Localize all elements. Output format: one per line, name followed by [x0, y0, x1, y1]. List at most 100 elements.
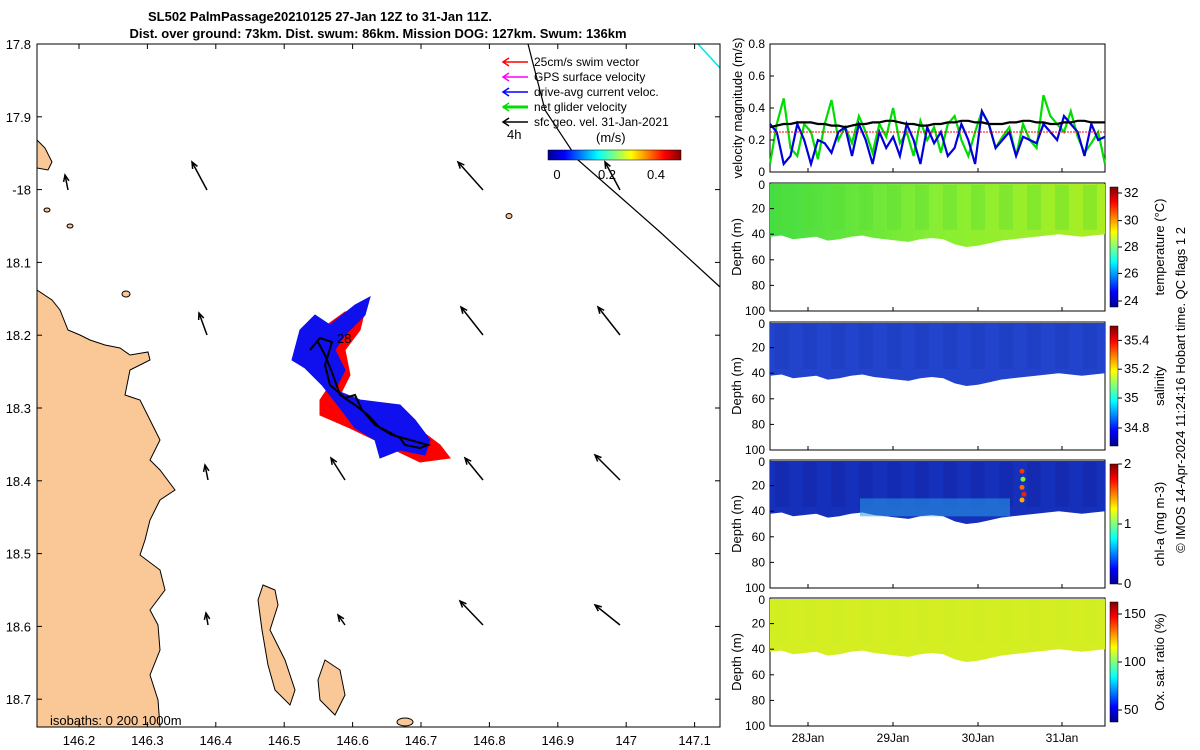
island-3 [317, 659, 346, 716]
profile-ytick-label: 20 [752, 617, 766, 631]
profile-texture [803, 324, 817, 369]
map-ytick-label: 18.3 [6, 401, 31, 416]
profile-ytick-label: 20 [752, 479, 766, 493]
profile-ylabel: Depth (m) [729, 357, 744, 415]
profile-colorbar-label: 35.2 [1124, 361, 1149, 376]
profile-texture [887, 462, 901, 507]
profile-texture [971, 324, 985, 369]
velocity-arrow [463, 456, 484, 481]
current-velocity-fan [291, 296, 431, 459]
profile-colorbar-label: 50 [1124, 702, 1138, 717]
map-ytick-label: 17.8 [6, 37, 31, 52]
map-colorbar-tick-0: 0 [553, 167, 560, 182]
profile-texture [775, 324, 789, 369]
profile-colorbar [1109, 186, 1119, 308]
velocity-arrow [336, 613, 346, 626]
profile-ytick-label: 80 [752, 555, 766, 569]
profile-texture [831, 185, 845, 230]
profile-texture [859, 185, 873, 230]
legend-label: sfc geo. vel. 31-Jan-2021 [534, 115, 669, 129]
legend-entry: 25cm/s swim vector [501, 55, 639, 69]
profile-ylabel: Depth (m) [729, 633, 744, 691]
profile-ytick-zero: 0 [758, 593, 765, 607]
profile-cbar-title: chl-a (mg m-3) [1152, 482, 1167, 567]
profile-ytick-label: 40 [752, 504, 766, 518]
profile-panel-1: 20 40 60 80 100 0 Depth (m) 24 26 28 30 32 temperatu… [729, 178, 1167, 318]
profile-texture [775, 600, 789, 645]
cyan-feature [697, 44, 720, 69]
velocity-arrow [197, 311, 208, 336]
colorbar-title: (m/s) [596, 130, 626, 145]
map-ytick-label: 18.7 [6, 692, 31, 707]
velocity-frame [769, 43, 1106, 173]
profile-data-region [770, 599, 1105, 662]
profile-texture [915, 462, 929, 507]
title-line-1: SL502 PalmPassage20210125 27-Jan 12Z to … [148, 9, 492, 24]
velocity-panel: 0 0.2 0.4 0.6 0.8 velocity magnitude (m/s) [730, 37, 1107, 179]
profile-texture [775, 462, 789, 507]
profile-ytick-label: 20 [752, 341, 766, 355]
map-colorbar-tick-1: 0.2 [598, 167, 616, 182]
profile-ytick-label: 100 [745, 304, 765, 318]
profile-ytick-label: 20 [752, 202, 766, 216]
profile-texture [1083, 324, 1097, 369]
profile-texture [831, 600, 845, 645]
profile-colorbar-label: 2 [1124, 456, 1131, 471]
island-2 [257, 584, 296, 706]
profile-ylabel: Depth (m) [729, 495, 744, 553]
profile-ylabel: Depth (m) [729, 218, 744, 276]
profile-ytick-label: 100 [745, 719, 765, 733]
chla-high-point [1019, 468, 1025, 474]
profile-texture [1083, 600, 1097, 645]
profile-colorbar-label: 30 [1124, 213, 1138, 228]
profile-colorbar [1109, 463, 1119, 585]
profile-colorbar-label: 100 [1124, 654, 1146, 669]
profile-data-region [770, 184, 1105, 247]
surface-velocity-arrows [62, 160, 621, 626]
profile-texture [999, 600, 1013, 645]
profile-ytick-zero: 0 [758, 317, 765, 331]
profile-ytick-label: 80 [752, 693, 766, 707]
profile-ytick-label: 100 [745, 443, 765, 457]
velocity-arrow [593, 603, 621, 626]
profile-colorbar-label: 28 [1124, 239, 1138, 254]
map-content: 28 [37, 44, 720, 727]
profile-texture [803, 185, 817, 230]
legend-entry: net glider velocity [501, 100, 627, 114]
profile-texture [1055, 324, 1069, 369]
profile-texture [887, 185, 901, 230]
profile-colorbar-label: 26 [1124, 265, 1138, 280]
map-ytick-label: 18.2 [6, 328, 31, 343]
profile-texture [887, 324, 901, 369]
profile-texture [1055, 600, 1069, 645]
profile-texture [1027, 185, 1041, 230]
velocity-arrow [604, 160, 621, 191]
map-xtick-label: 146.3 [131, 733, 164, 748]
profile-ytick-label: 60 [752, 530, 766, 544]
profile-texture [999, 185, 1013, 230]
profile-ytick-zero: 0 [758, 455, 765, 469]
legend-label: net glider velocity [534, 100, 627, 114]
profile-texture [1055, 462, 1069, 507]
profile-data-region [770, 323, 1105, 386]
map-xtick-label: 146.4 [200, 733, 233, 748]
legend-label: drive-avg current veloc. [534, 85, 659, 99]
map-xtick-label: 146.8 [473, 733, 506, 748]
island-6 [66, 223, 74, 229]
profile-ytick-label: 40 [752, 642, 766, 656]
profile-data-region [770, 461, 1105, 524]
profile-texture [999, 324, 1013, 369]
profile-texture [887, 600, 901, 645]
legend-time-label: 4h [507, 127, 521, 142]
profile-texture [943, 462, 957, 507]
chla-subsurface-max [860, 498, 1010, 517]
profile-colorbar-label: 0 [1124, 576, 1131, 591]
profile-ytick-label: 80 [752, 417, 766, 431]
profile-cbar-title: salinity [1152, 366, 1167, 406]
island-7 [121, 290, 131, 298]
velocity-axis: 0 0.2 0.4 0.6 0.8 [748, 37, 774, 179]
map-xtick-label: 147.1 [678, 733, 711, 748]
velocity-arrow [456, 160, 484, 191]
profile-ytick-label: 80 [752, 278, 766, 292]
